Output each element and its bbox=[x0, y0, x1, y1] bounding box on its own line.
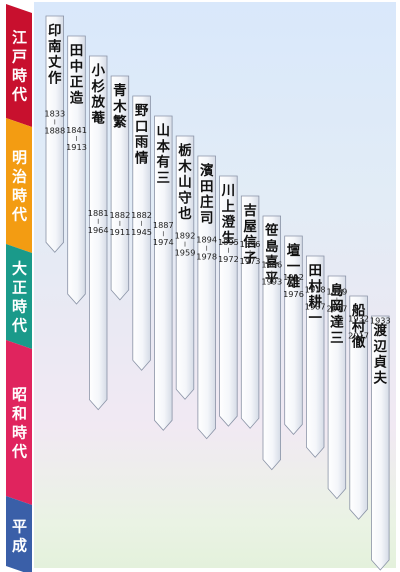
birth-year: 1892 bbox=[175, 231, 196, 241]
era-1: 江戸時代 bbox=[6, 4, 32, 127]
lifespan-arrow bbox=[219, 175, 238, 427]
lifespan-arrow bbox=[262, 215, 282, 471]
person-name: 壇一雄 bbox=[286, 242, 301, 291]
person-bar: 山本有三 1887 1974 bbox=[153, 115, 174, 431]
person-bars: 印南丈作 1833 1888 田中正造 1841 1913 小杉放菴 1881 1964 青木繁 1… bbox=[44, 15, 391, 571]
lifespan-arrow bbox=[371, 315, 390, 571]
death-year: 1972 bbox=[218, 254, 239, 264]
era-arrow-shape bbox=[6, 340, 32, 505]
birth-year: 1912 bbox=[283, 272, 304, 282]
death-year: 1987 bbox=[305, 301, 326, 311]
person-name: 印南丈作 bbox=[48, 22, 62, 86]
person-bar: 小杉放菴 1881 1964 bbox=[88, 55, 109, 411]
birth-year: 1896 bbox=[240, 239, 261, 249]
person-name: 栃木山守也 bbox=[177, 142, 192, 222]
death-year: 1945 bbox=[131, 227, 152, 237]
death-year: 2007 bbox=[326, 303, 347, 313]
person-bar: 田中正造 1841 1913 bbox=[66, 35, 87, 305]
person-name: 山本有三 bbox=[157, 123, 171, 186]
era-label: 大正時代 bbox=[11, 259, 27, 334]
birth-year: 1882 bbox=[109, 210, 130, 220]
lifespan-arrow bbox=[132, 95, 151, 371]
lifespan-arrow bbox=[349, 295, 368, 520]
person-name: 渡辺貞夫 bbox=[374, 322, 388, 386]
lifespan-arrow bbox=[175, 135, 195, 400]
lifespan-arrow bbox=[89, 55, 108, 411]
person-name: 笹島喜平 bbox=[264, 222, 279, 286]
birth-year: 1906 bbox=[261, 260, 282, 270]
death-year: 1911 bbox=[109, 227, 130, 237]
person-name: 川上澄生 bbox=[221, 183, 236, 246]
birth-year: 1887 bbox=[153, 220, 174, 230]
death-year: 1888 bbox=[44, 125, 65, 135]
death-year: 2017 bbox=[348, 330, 369, 340]
death-year: 1959 bbox=[175, 248, 196, 258]
person-bar: 濱田庄司 1894 1978 bbox=[196, 155, 217, 440]
era-arrow-shape bbox=[6, 4, 32, 127]
death-year: 1976 bbox=[283, 289, 304, 299]
era-arrow-shape bbox=[6, 244, 32, 349]
era-label: 明治時代 bbox=[11, 148, 27, 223]
lifespan-arrow bbox=[284, 235, 303, 436]
lifespan-arrow bbox=[327, 275, 347, 500]
person-name: 野口雨情 bbox=[135, 103, 149, 166]
lifespan-arrow bbox=[197, 155, 216, 440]
era-label: 平成 bbox=[12, 517, 27, 554]
era-arrow-shape bbox=[6, 496, 32, 572]
lifespan-arrow bbox=[45, 15, 64, 253]
death-year: 1964 bbox=[88, 225, 109, 235]
birth-year: 1882 bbox=[131, 210, 152, 220]
era-2: 明治時代 bbox=[6, 118, 32, 253]
person-name: 青木繁 bbox=[112, 82, 127, 131]
era-5: 平成 bbox=[6, 496, 32, 572]
era-arrow-shape bbox=[6, 118, 32, 253]
era-label: 江戸時代 bbox=[11, 28, 27, 103]
birth-year: 1881 bbox=[88, 208, 109, 218]
person-name: 田村耕一 bbox=[308, 263, 322, 326]
birth-year: 1933 bbox=[370, 315, 391, 325]
era-label: 昭和時代 bbox=[11, 385, 27, 460]
birth-year: 1841 bbox=[66, 125, 87, 135]
person-bar: 印南丈作 1833 1888 bbox=[44, 15, 65, 253]
person-bar: 栃木山守也 1892 1959 bbox=[175, 135, 196, 400]
person-name: 小杉放菴 bbox=[90, 63, 105, 126]
person-name: 島岡達三 bbox=[330, 282, 344, 346]
birth-year: 1918 bbox=[305, 284, 326, 294]
lifespan-arrow bbox=[67, 35, 86, 305]
death-year: 1978 bbox=[196, 252, 217, 262]
person-name: 濱田庄司 bbox=[200, 162, 214, 226]
lifespan-arrow bbox=[305, 255, 325, 458]
lifespan-arrow bbox=[110, 75, 130, 301]
person-name: 吉屋信子 bbox=[243, 202, 257, 266]
birth-year: 1919 bbox=[326, 286, 347, 296]
era-4: 昭和時代 bbox=[6, 340, 32, 505]
person-name: 田中正造 bbox=[70, 43, 84, 106]
death-year: 1913 bbox=[66, 142, 87, 152]
birth-year: 1932 bbox=[348, 313, 369, 323]
lifespan-arrow bbox=[240, 195, 260, 429]
birth-year: 1894 bbox=[196, 235, 217, 245]
death-year: 1973 bbox=[240, 256, 261, 266]
person-bar: 青木繁 1882 1911 bbox=[109, 75, 130, 301]
death-year: 1974 bbox=[153, 237, 174, 247]
birth-year: 1895 bbox=[218, 237, 239, 247]
person-bar: 野口雨情 1882 1945 bbox=[131, 95, 152, 371]
lifespan-arrow bbox=[154, 115, 173, 431]
death-year: 1993 bbox=[261, 277, 282, 287]
era-3: 大正時代 bbox=[6, 244, 32, 349]
birth-year: 1833 bbox=[44, 108, 65, 118]
